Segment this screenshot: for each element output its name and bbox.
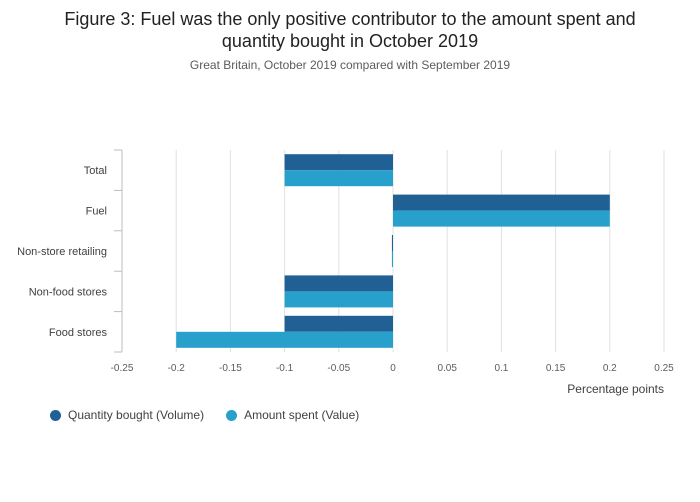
x-tick-label: 0.05 xyxy=(437,363,457,374)
legend-label-value: Amount spent (Value) xyxy=(244,408,360,422)
chart-legend: Quantity bought (Volume) Amount spent (V… xyxy=(50,408,381,422)
y-category-label: Fuel xyxy=(86,206,107,218)
bar-volume-food-stores[interactable] xyxy=(284,315,393,332)
bar-value-total[interactable] xyxy=(284,170,393,187)
legend-item-value[interactable]: Amount spent (Value) xyxy=(226,408,359,422)
x-tick-label: 0.15 xyxy=(546,363,566,374)
legend-swatch-value xyxy=(226,409,238,421)
chart-subtitle: Great Britain, October 2019 compared wit… xyxy=(189,58,511,72)
legend-label-volume: Quantity bought (Volume) xyxy=(68,408,205,422)
y-category-label: Non-store retailing xyxy=(17,246,107,258)
chart-title: Figure 3: Fuel was the only positive con… xyxy=(0,8,700,52)
bar-value-non-store-retailing[interactable] xyxy=(391,251,393,267)
bar-layer xyxy=(176,154,610,348)
axis-layer: -0.25 -0.2 -0.15 -0.1 -0.05 0 0.05 0.1 0.15 0.2 0.… xyxy=(17,149,674,374)
chart-title-line-2: quantity bought in October 2019 xyxy=(221,31,479,51)
bar-volume-fuel[interactable] xyxy=(393,194,610,211)
x-tick-label: -0.1 xyxy=(276,363,294,374)
x-tick-label: 0.25 xyxy=(654,363,674,374)
bar-volume-total[interactable] xyxy=(284,154,393,171)
legend-item-volume[interactable]: Quantity bought (Volume) xyxy=(50,408,204,422)
bar-value-food-stores[interactable] xyxy=(176,331,393,348)
x-axis-title: Percentage points xyxy=(567,382,664,396)
x-tick-label: -0.15 xyxy=(219,363,242,374)
y-category-label: Total xyxy=(84,165,107,177)
y-category-label: Non-food stores xyxy=(29,286,108,298)
x-tick-label: -0.2 xyxy=(168,363,186,374)
x-tick-label: -0.05 xyxy=(327,363,350,374)
x-tick-label: 0.2 xyxy=(603,363,617,374)
bar-volume-non-food-stores[interactable] xyxy=(284,275,393,292)
bar-volume-non-store-retailing[interactable] xyxy=(391,235,393,251)
x-tick-label: 0 xyxy=(390,363,396,374)
x-tick-label: 0.1 xyxy=(494,363,508,374)
x-tick-label: -0.25 xyxy=(111,363,134,374)
y-category-label: Food stores xyxy=(49,327,108,339)
chart-title-line-1: Figure 3: Fuel was the only positive con… xyxy=(64,9,636,29)
bar-value-non-food-stores[interactable] xyxy=(284,291,393,308)
bar-value-fuel[interactable] xyxy=(393,210,610,227)
legend-swatch-volume xyxy=(50,409,61,421)
